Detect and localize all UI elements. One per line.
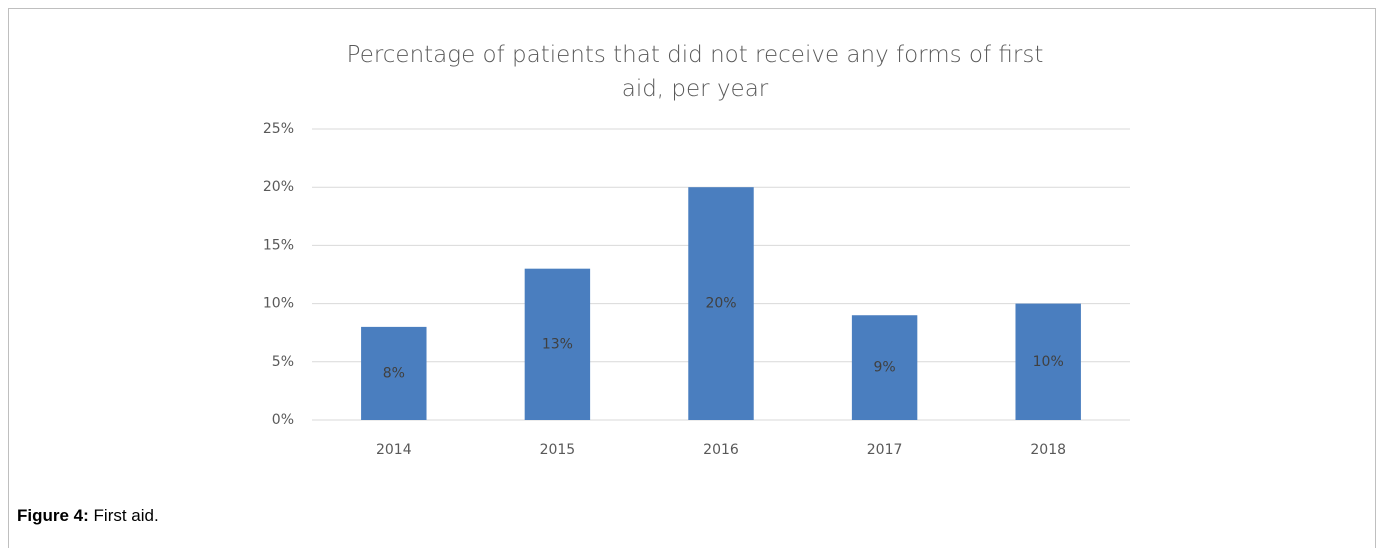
x-tick-label: 2018 [1030, 442, 1066, 458]
caption: Figure 4: First aid. [17, 506, 159, 526]
chart-title: Percentage of patients that did not rece… [346, 42, 1044, 102]
data-label: 13% [542, 336, 573, 352]
data-label: 10% [1033, 354, 1064, 370]
y-tick-label: 20% [263, 179, 294, 195]
bar [1015, 303, 1081, 420]
caption-label: Figure 4: [17, 506, 89, 525]
bar [851, 315, 918, 420]
y-tick-label: 5% [272, 354, 294, 370]
data-label: 8% [383, 365, 405, 381]
bar [361, 326, 427, 420]
x-tick-label: 2017 [867, 442, 903, 458]
bar [524, 268, 591, 420]
x-tick-label: 2014 [376, 442, 412, 458]
figure-frame [8, 8, 1376, 548]
y-tick-label: 0% [272, 412, 294, 428]
data-label: 9% [873, 360, 895, 376]
caption-text: First aid. [93, 506, 159, 525]
data-label: 20% [705, 296, 736, 312]
y-tick-label: 10% [263, 296, 294, 312]
x-tick-label: 2016 [703, 442, 739, 458]
bar [688, 187, 754, 420]
y-tick-label: 15% [263, 237, 294, 253]
x-tick-label: 2015 [540, 442, 576, 458]
y-tick-label: 25% [263, 121, 294, 137]
